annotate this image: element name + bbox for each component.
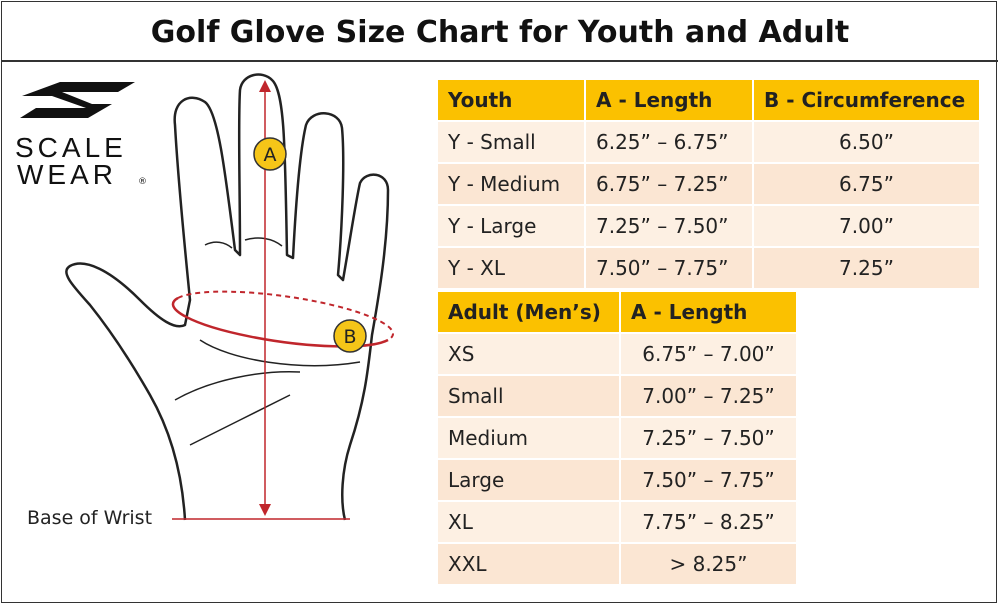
cell: Large [438,458,621,501]
circumference-back [177,290,394,341]
cell: Y - Large [438,204,586,247]
wrist-label: Base of Wrist [27,507,152,529]
label-a-badge [253,137,287,171]
row: Small 7.00” – 7.25” [438,374,798,417]
header-cell: B - Circumference [753,80,981,121]
label-b: B [343,326,356,348]
header-cell: Youth [438,80,586,121]
logo-text: WEAR [17,159,117,190]
row: Medium 7.25” – 7.50” [438,416,798,459]
hand-outline [65,73,390,521]
cell: Small [438,374,621,417]
cell: 7.50” – 7.75” [585,246,754,288]
row: Y - Medium 6.75” – 7.25” 6.75” [438,162,981,205]
cell: Y - Small [438,120,586,163]
cell: 6.25” – 6.75” [585,120,754,163]
cell: 6.75” – 7.25” [585,162,754,205]
cell: Medium [438,416,621,459]
header-cell: Adult (Men’s) [438,292,621,333]
row: Y - XL 7.50” – 7.75” 7.25” [438,246,981,288]
cell: Y - XL [438,246,586,288]
header-row: Youth A - Length B - Circumference [438,80,981,121]
cell: 7.25” – 7.50” [585,204,754,247]
header-cell: A - Length [620,292,798,333]
cell: 7.25” [753,246,981,288]
label-b-badge [333,319,367,353]
hand-diagram: SCALE WEAR ® A B Base of Wrist [15,73,394,529]
row: Large 7.50” – 7.75” [438,458,798,501]
cell: 6.75” – 7.00” [620,332,798,375]
cell: 7.50” – 7.75” [620,458,798,501]
cell: 7.75” – 8.25” [620,500,798,543]
logo-registered: ® [138,177,147,187]
logo-text: SCALE [15,132,127,163]
cell: 6.50” [753,120,981,163]
row: XS 6.75” – 7.00” [438,332,798,375]
cell: XS [438,332,621,375]
cell: XL [438,500,621,543]
cell: > 8.25” [620,542,798,584]
cell: 7.00” [753,204,981,247]
cell: Y - Medium [438,162,586,205]
row: XL 7.75” – 8.25” [438,500,798,543]
row: Y - Small 6.25” – 6.75” 6.50” [438,120,981,163]
cell: 6.75” [753,162,981,205]
cell: 7.25” – 7.50” [620,416,798,459]
cell: 7.00” – 7.25” [620,374,798,417]
label-a: A [264,144,277,166]
row: XXL > 8.25” [438,542,798,584]
cell: XXL [438,542,621,584]
header-row: Adult (Men’s) A - Length [438,292,798,333]
row: Y - Large 7.25” – 7.50” 7.00” [438,204,981,247]
title: Golf Glove Size Chart for Youth and Adul… [2,2,998,62]
youth-table: Youth A - Length B - Circumference Y - Smal… [438,80,981,288]
logo-mark [20,82,135,118]
header-cell: A - Length [585,80,754,121]
adult-table: Adult (Men’s) A - Length XS 6.75” – 7.00” Sm… [438,292,798,584]
